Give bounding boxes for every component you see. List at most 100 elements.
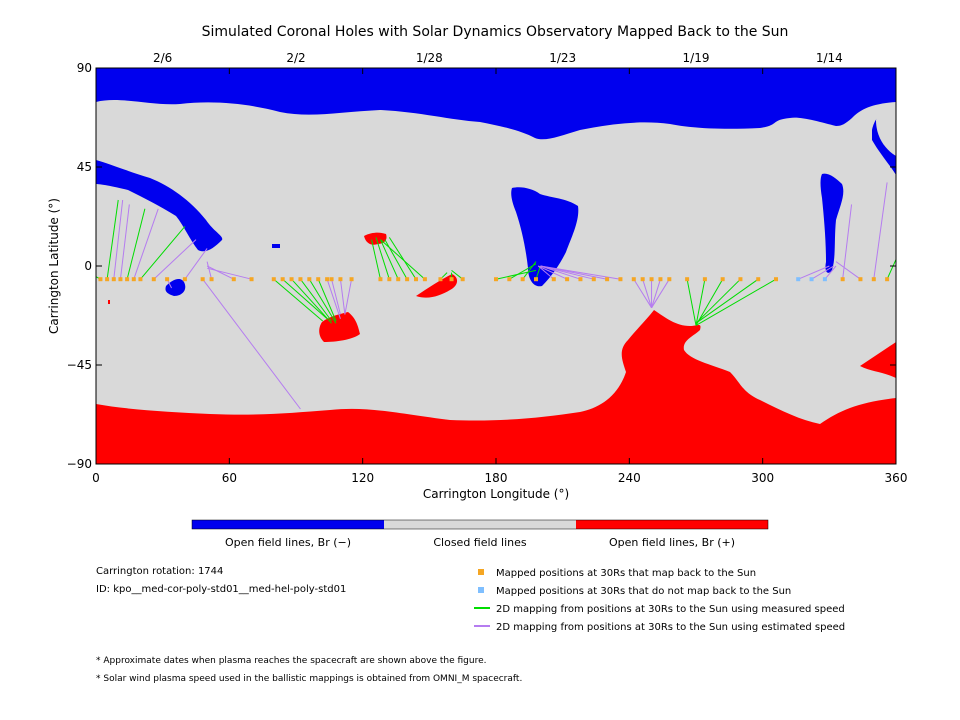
track-point [809, 277, 814, 282]
y-tick-label: 90 [77, 61, 92, 75]
mapping-line-measured [379, 239, 399, 280]
legend-label: Mapped positions at 30Rs that do not map… [496, 586, 791, 597]
mapping-line-estimated [642, 279, 653, 308]
track-point [756, 277, 761, 282]
date-tick-label: 1/19 [683, 51, 710, 65]
track-point [325, 277, 330, 282]
closed-field-region [96, 68, 896, 464]
mapping-line-measured [380, 239, 426, 280]
positive-hole-155 [416, 274, 458, 298]
mapping-line-measured [291, 278, 332, 324]
track-point [565, 277, 570, 282]
track-point [111, 277, 116, 282]
track-point [396, 277, 401, 282]
mapping-lines-group [96, 182, 896, 410]
mapping-line-measured [375, 237, 390, 280]
mapping-line-estimated [540, 265, 581, 280]
colorbar: Open field lines, Br (−) Closed field lin… [191, 519, 769, 549]
track-point [125, 277, 130, 282]
track-point [774, 277, 778, 282]
mapping-line-estimated [824, 265, 837, 280]
colorbar-label: Open field lines, Br (−) [225, 536, 351, 549]
mapping-line-measured [686, 279, 697, 326]
negative-hole-190-210 [511, 187, 579, 287]
north-polar-negative-hole [96, 68, 896, 140]
mapping-line-measured [695, 278, 759, 324]
legend-label: 2D mapping from positions at 30Rs to the… [496, 604, 845, 615]
track-point [591, 277, 596, 282]
mapping-line-measured [371, 239, 381, 280]
mapping-line-estimated [842, 204, 853, 280]
carrington-rotation-text: Carrington rotation: 1744 [96, 566, 224, 577]
track-point [438, 277, 443, 282]
track-point [209, 277, 214, 282]
mapping-line-estimated [206, 267, 252, 280]
x-axis-ticks: 0 60 120 180 240 300 360 [92, 68, 907, 485]
track-point [280, 277, 285, 282]
mapping-line-estimated [184, 248, 208, 280]
mapping-line-measured [140, 226, 186, 280]
legend-marker [478, 569, 484, 575]
x-tick-label: 240 [618, 471, 641, 485]
mapping-line-measured [522, 261, 537, 280]
south-hole-tongue [860, 342, 896, 378]
track-point [449, 277, 454, 282]
mapping-line-estimated [206, 261, 213, 280]
track-point [118, 277, 123, 282]
colorbar-segment [384, 520, 576, 529]
negative-hole-325 [820, 173, 844, 273]
track-point [200, 277, 205, 282]
track-point [720, 277, 725, 282]
y-tick-label: −90 [67, 457, 92, 471]
track-point [387, 277, 392, 282]
track-point [231, 277, 236, 282]
y-axis-label: Carrington Latitude (°) [47, 198, 61, 334]
track-point [349, 277, 354, 282]
date-tick-label: 1/28 [416, 51, 443, 65]
mapping-line-measured [695, 278, 741, 324]
mapping-line-estimated [339, 279, 346, 315]
track-point [631, 277, 636, 282]
y-tick-label: 0 [84, 259, 92, 273]
mapping-line-measured [273, 278, 323, 322]
mapping-line-estimated [344, 279, 353, 315]
track-point [685, 277, 690, 282]
track-point [822, 277, 827, 282]
date-axis-ticks: 2/6 2/2 1/28 1/23 1/19 1/14 [153, 51, 843, 65]
track-points-group [98, 277, 890, 282]
track-point [858, 277, 863, 282]
track-point [131, 277, 136, 282]
x-tick-label: 180 [485, 471, 508, 485]
mapping-line-estimated [873, 182, 888, 280]
colorbar-frame [191, 519, 769, 530]
mapping-line-measured [695, 278, 777, 326]
mapping-line-estimated [331, 279, 341, 315]
track-point [840, 277, 845, 282]
track-point [105, 277, 110, 282]
track-point [494, 277, 498, 282]
track-point [405, 277, 410, 282]
mapping-line-estimated [153, 239, 197, 280]
mapping-line-estimated [326, 279, 341, 319]
track-point [182, 277, 187, 282]
track-point [98, 277, 103, 282]
track-point [605, 277, 610, 282]
mapping-line-estimated [538, 265, 568, 280]
mapping-line-estimated [119, 204, 130, 280]
date-tick-label: 1/14 [816, 51, 843, 65]
mapping-line-measured [126, 208, 146, 280]
track-point [885, 277, 890, 282]
legend-marker [478, 587, 484, 593]
mapping-line-estimated [202, 278, 301, 410]
south-polar-positive-hole [96, 310, 896, 464]
positive-speck [108, 300, 110, 304]
mapping-line-measured [509, 263, 537, 280]
legend: Mapped positions at 30Rs that map back t… [474, 568, 845, 633]
closed-notch [876, 104, 896, 156]
track-point [702, 277, 707, 282]
negative-hole-0-50 [96, 160, 223, 252]
colorbar-label: Closed field lines [433, 536, 527, 549]
mapping-line-estimated [113, 199, 124, 280]
mapping-line-estimated [206, 265, 234, 280]
mapping-line-estimated [835, 261, 861, 280]
